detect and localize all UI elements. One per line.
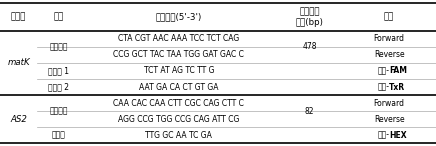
Text: TxR: TxR — [389, 82, 405, 92]
Text: Reverse: Reverse — [374, 115, 405, 124]
Text: 형광-: 형광- — [377, 66, 389, 75]
Text: Forward: Forward — [374, 99, 405, 108]
Text: AGG CCG TGG CCG CAG ATT CG: AGG CCG TGG CCG CAG ATT CG — [118, 115, 239, 124]
Text: TCT AT AG TC TT G: TCT AT AG TC TT G — [143, 66, 214, 75]
Text: 478: 478 — [302, 42, 317, 52]
Text: 프라이머: 프라이머 — [50, 42, 68, 52]
Text: AS2: AS2 — [10, 115, 27, 124]
Text: matK: matK — [7, 59, 30, 67]
Text: 형광-: 형광- — [377, 131, 389, 140]
Text: Forward: Forward — [374, 34, 405, 44]
Text: 유전자: 유전자 — [11, 12, 26, 21]
Text: CAA CAC CAA CTT CGC CAG CTT C: CAA CAC CAA CTT CGC CAG CTT C — [113, 99, 244, 108]
Text: CCG GCT TAC TAA TGG GAT GAC C: CCG GCT TAC TAA TGG GAT GAC C — [113, 51, 244, 59]
Text: AAT GA CA CT GT GA: AAT GA CA CT GT GA — [139, 82, 218, 92]
Text: 프로브 1: 프로브 1 — [48, 66, 69, 75]
Text: CTA CGT AAC AAA TCC TCT CAG: CTA CGT AAC AAA TCC TCT CAG — [118, 34, 239, 44]
Text: 프라이머: 프라이머 — [50, 107, 68, 115]
Text: 프로브: 프로브 — [52, 131, 66, 140]
Text: Reverse: Reverse — [374, 51, 405, 59]
Text: FAM: FAM — [389, 66, 407, 75]
Text: 증폭산물
크기(bp): 증폭산물 크기(bp) — [296, 7, 324, 27]
Text: 프로브 2: 프로브 2 — [48, 82, 69, 92]
Text: 염기서열(5'-3'): 염기서열(5'-3') — [156, 12, 202, 21]
Text: TTG GC AA TC GA: TTG GC AA TC GA — [145, 131, 212, 140]
Text: 비고: 비고 — [384, 12, 394, 21]
Text: 구분: 구분 — [54, 12, 64, 21]
Text: 82: 82 — [305, 107, 314, 115]
Text: HEX: HEX — [389, 131, 407, 140]
Text: 형광-: 형광- — [377, 82, 389, 92]
